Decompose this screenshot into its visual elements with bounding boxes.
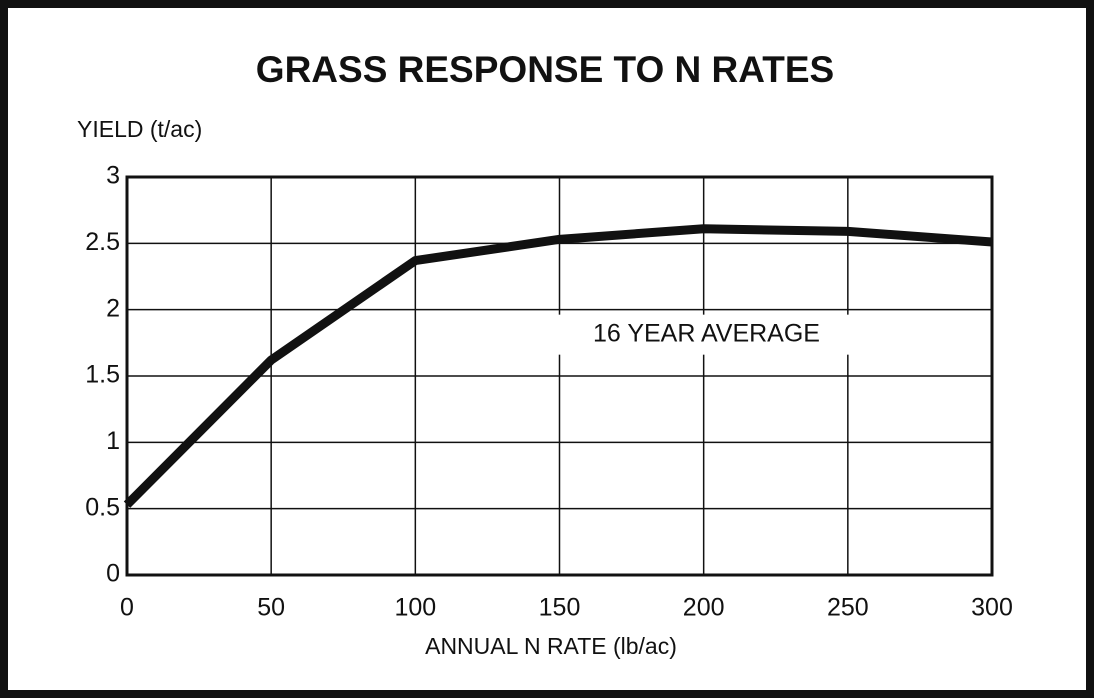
y-tick-label: 0.5 bbox=[85, 493, 120, 521]
data-line bbox=[123, 224, 993, 508]
y-tick-label: 2.5 bbox=[85, 228, 120, 256]
plot-border bbox=[125, 175, 994, 577]
x-tick-label: 100 bbox=[394, 594, 436, 622]
x-tick-label: 200 bbox=[683, 594, 725, 622]
x-tick-label: 0 bbox=[120, 594, 134, 622]
x-axis-label: ANNUAL N RATE (lb/ac) bbox=[425, 633, 677, 659]
y-tick-label: 3 bbox=[106, 162, 120, 190]
annotation: 16 YEAR AVERAGE bbox=[593, 319, 820, 347]
x-tick-label: 300 bbox=[971, 594, 1013, 622]
chart-title: GRASS RESPONSE TO N RATES bbox=[256, 49, 834, 90]
annotation-bg bbox=[554, 314, 859, 355]
x-tick-label: 150 bbox=[539, 594, 581, 622]
y-tick-label: 2 bbox=[106, 294, 120, 322]
y-tick-label: 1 bbox=[106, 427, 120, 455]
y-tick-label: 0 bbox=[106, 560, 120, 588]
x-tick-label: 250 bbox=[827, 594, 869, 622]
y-tick-label: 1.5 bbox=[85, 361, 120, 389]
y-axis-label: YIELD (t/ac) bbox=[77, 116, 202, 142]
x-tick-label: 50 bbox=[257, 594, 285, 622]
